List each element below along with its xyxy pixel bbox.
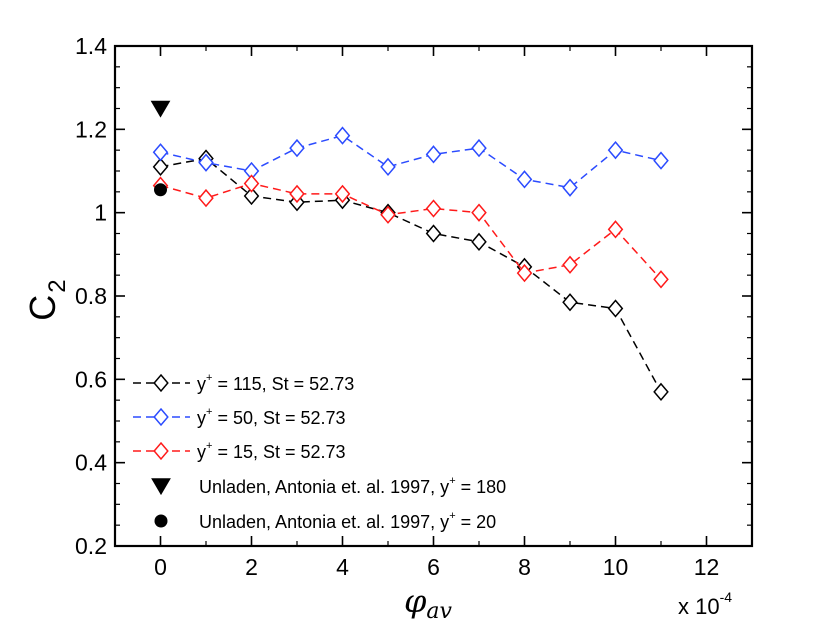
x-tick-label: 12 — [694, 554, 720, 580]
legend-label-suffix: = 115, St = 52.73 — [212, 374, 354, 394]
data-point — [334, 184, 351, 204]
data-point — [471, 203, 487, 222]
y-tick-label: 1.2 — [75, 116, 107, 142]
x-tick-label: 4 — [336, 554, 349, 580]
data-point — [471, 138, 487, 158]
data-point — [243, 174, 260, 193]
data-point — [607, 141, 624, 160]
data-point — [607, 220, 624, 239]
legend-label-sup: + — [449, 510, 455, 522]
legend-item-4: Unladen, Antonia et. al. 1997, y+ = 20 — [154, 510, 496, 532]
y-tick-label: 0.8 — [75, 283, 107, 309]
data-point — [562, 293, 578, 312]
legend-marker — [154, 514, 168, 528]
data-point — [198, 188, 214, 208]
data-point — [152, 143, 169, 162]
data-point — [653, 270, 669, 289]
series-2 — [152, 174, 669, 289]
series-line — [160, 134, 662, 189]
series-4 — [154, 183, 167, 197]
data-point — [198, 153, 214, 172]
legend-label-sup: + — [206, 440, 212, 452]
legend-label: y+ = 50, St = 52.73 — [197, 406, 346, 428]
data-point — [425, 145, 442, 164]
legend-item-3: Unladen, Antonia et. al. 1997, y+ = 180 — [151, 475, 506, 497]
data-point — [243, 186, 260, 206]
data-point — [152, 157, 169, 176]
plot-border — [113, 44, 754, 548]
data-point — [607, 299, 624, 318]
data-point — [154, 183, 167, 197]
plot-frame — [113, 44, 754, 548]
data-point — [425, 224, 442, 243]
legend-marker — [153, 441, 169, 461]
legend-label: y+ = 15, St = 52.73 — [197, 440, 346, 462]
series-0 — [152, 149, 669, 401]
x-tick-label: 8 — [518, 554, 531, 580]
series-line — [160, 157, 662, 393]
legend-label-prefix: y — [197, 374, 206, 394]
x-tick-label: 2 — [245, 554, 258, 580]
y-tick-label: 1 — [94, 200, 107, 226]
y-tick-label: 0.6 — [75, 366, 107, 392]
legend-label: Unladen, Antonia et. al. 1997, y+ = 20 — [199, 510, 496, 532]
x-tick-label: 10 — [603, 554, 629, 580]
data-point — [425, 199, 442, 218]
data-point — [150, 100, 171, 118]
data-point — [653, 151, 669, 170]
legend-label-suffix: = 50, St = 52.73 — [212, 408, 345, 428]
data-point — [562, 255, 578, 274]
y-tick-label: 0.2 — [75, 533, 107, 559]
legend-marker — [153, 407, 169, 427]
x-tick-label: 6 — [427, 554, 440, 580]
data-point — [471, 232, 487, 251]
legend-marker — [151, 478, 171, 496]
data-point — [562, 178, 578, 197]
legend-label-sup: + — [206, 372, 212, 384]
legend-label-suffix: = 15, St = 52.73 — [212, 442, 345, 462]
series-line — [160, 182, 662, 280]
y-tick-label: 1.4 — [75, 33, 107, 59]
series-area — [150, 100, 669, 401]
legend-item-1: y+ = 50, St = 52.73 — [133, 406, 346, 428]
legend-label-suffix: = 180 — [456, 477, 507, 497]
data-point — [289, 184, 305, 204]
y-tick-label: 0.4 — [75, 450, 107, 476]
axis-ticks: 0 2 4 6 8 10 12 0.2 0.4 0.6 0.8 1 1.2 1.4 — [75, 33, 753, 580]
legend-label-prefix: y — [197, 442, 206, 462]
legend-label-suffix: = 20 — [456, 512, 497, 532]
legend-label-prefix: Unladen, Antonia et. al. 1997, y — [199, 512, 449, 532]
legend-marker — [153, 373, 169, 393]
data-point — [653, 382, 669, 401]
data-point — [380, 205, 396, 224]
x-axis-label: φav — [404, 582, 453, 624]
x-tick-label: 0 — [154, 554, 167, 580]
data-point — [380, 157, 396, 176]
series-1 — [152, 126, 669, 197]
legend-label: y+ = 115, St = 52.73 — [197, 372, 354, 394]
legend-label-prefix: Unladen, Antonia et. al. 1997, y — [199, 477, 449, 497]
legend: y+ = 115, St = 52.73y+ = 50, St = 52.73y… — [133, 372, 506, 532]
legend-label: Unladen, Antonia et. al. 1997, y+ = 180 — [199, 475, 506, 497]
legend-item-2: y+ = 15, St = 52.73 — [133, 440, 346, 462]
legend-label-sup: + — [206, 406, 212, 418]
x-axis-multiplier: x 10-4 — [678, 589, 732, 619]
legend-label-prefix: y — [197, 408, 206, 428]
data-point — [289, 138, 305, 158]
y-axis-label: C2 — [22, 279, 71, 320]
legend-item-0: y+ = 115, St = 52.73 — [133, 372, 354, 394]
data-point — [516, 263, 533, 283]
series-3 — [150, 100, 171, 118]
data-point — [334, 126, 351, 145]
legend-label-sup: + — [449, 475, 455, 487]
data-point — [516, 170, 533, 189]
